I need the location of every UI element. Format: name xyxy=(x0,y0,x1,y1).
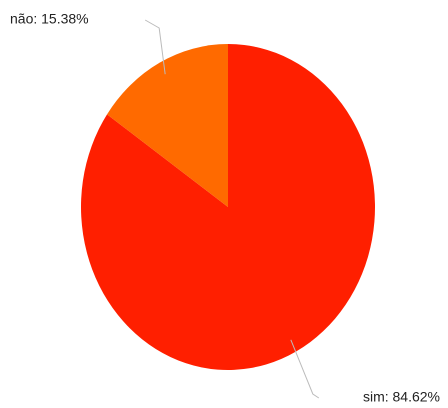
slice-label: não: 15.38% xyxy=(10,11,89,27)
leader-line xyxy=(144,19,166,75)
pie-slice xyxy=(107,43,228,207)
slice-label: sim: 84.62% xyxy=(363,389,440,405)
pie-slice xyxy=(80,44,375,370)
leader-line xyxy=(290,339,320,399)
